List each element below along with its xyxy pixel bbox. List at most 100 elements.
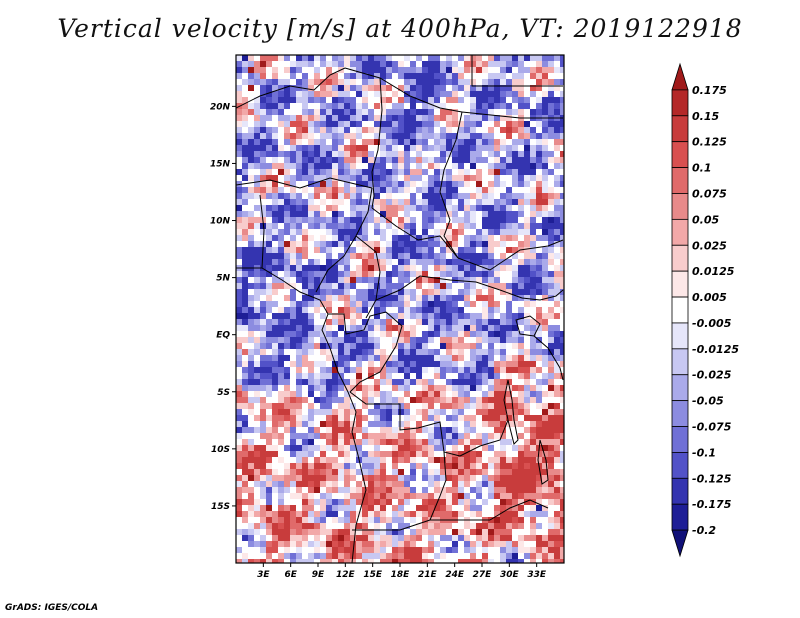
colorbar-label: 0.0125	[692, 265, 735, 278]
field-cell	[440, 205, 446, 211]
field-cell	[254, 529, 260, 535]
field-cell	[428, 499, 434, 505]
field-cell	[494, 553, 500, 559]
field-cell	[236, 469, 242, 475]
field-cell	[530, 67, 536, 73]
field-cell	[254, 85, 260, 91]
field-cell	[278, 187, 284, 193]
field-cell	[464, 145, 470, 151]
field-cell	[356, 433, 362, 439]
field-cell	[332, 505, 338, 511]
field-cell	[548, 289, 554, 295]
field-cell	[350, 181, 356, 187]
field-cell	[314, 331, 320, 337]
field-cell	[332, 427, 338, 433]
field-cell	[404, 451, 410, 457]
field-cell	[494, 247, 500, 253]
field-cell	[512, 463, 518, 469]
field-cell	[518, 235, 524, 241]
field-cell	[260, 511, 266, 517]
field-cell	[494, 523, 500, 529]
field-cell	[458, 535, 464, 541]
field-cell	[416, 193, 422, 199]
field-cell	[404, 265, 410, 271]
field-cell	[440, 235, 446, 241]
field-cell	[260, 205, 266, 211]
field-cell	[458, 523, 464, 529]
colorbar-swatch	[671, 477, 689, 505]
field-cell	[314, 145, 320, 151]
field-cell	[458, 541, 464, 547]
field-cell	[350, 373, 356, 379]
field-cell	[260, 283, 266, 289]
field-cell	[320, 259, 326, 265]
field-cell	[476, 163, 482, 169]
field-cell	[320, 481, 326, 487]
field-cell	[320, 289, 326, 295]
field-cell	[260, 265, 266, 271]
field-cell	[368, 523, 374, 529]
field-cell	[548, 505, 554, 511]
field-cell	[506, 121, 512, 127]
field-cell	[350, 337, 356, 343]
field-cell	[272, 325, 278, 331]
field-cell	[530, 487, 536, 493]
field-cell	[512, 199, 518, 205]
field-cell	[512, 427, 518, 433]
field-cell	[374, 295, 380, 301]
field-cell	[506, 499, 512, 505]
field-cell	[428, 193, 434, 199]
field-cell	[434, 127, 440, 133]
field-cell	[302, 457, 308, 463]
field-cell	[512, 355, 518, 361]
field-cell	[464, 283, 470, 289]
field-cell	[362, 241, 368, 247]
field-cell	[242, 547, 248, 553]
coastline	[236, 267, 367, 563]
field-cell	[446, 67, 452, 73]
field-cell	[368, 103, 374, 109]
field-cell	[404, 97, 410, 103]
field-cell	[536, 301, 542, 307]
field-cell	[362, 199, 368, 205]
field-cell	[494, 547, 500, 553]
field-cell	[386, 169, 392, 175]
field-cell	[434, 415, 440, 421]
field-cell	[560, 277, 564, 283]
field-cell	[386, 391, 392, 397]
field-cell	[404, 373, 410, 379]
field-cell	[560, 421, 564, 427]
field-cell	[488, 463, 494, 469]
field-cell	[272, 505, 278, 511]
field-cell	[332, 403, 338, 409]
field-cell	[500, 151, 506, 157]
field-cell	[260, 175, 266, 181]
field-cell	[554, 199, 560, 205]
field-cell	[302, 103, 308, 109]
field-cell	[464, 529, 470, 535]
field-cell	[296, 325, 302, 331]
field-cell	[236, 499, 242, 505]
field-cell	[530, 451, 536, 457]
field-cell	[266, 403, 272, 409]
field-cell	[374, 541, 380, 547]
field-cell	[302, 553, 308, 559]
field-cell	[404, 247, 410, 253]
field-cell	[428, 433, 434, 439]
field-cell	[452, 373, 458, 379]
field-cell	[302, 109, 308, 115]
field-cell	[512, 433, 518, 439]
field-cell	[374, 91, 380, 97]
field-cell	[446, 253, 452, 259]
field-cell	[428, 259, 434, 265]
colorbar-swatch	[671, 167, 689, 194]
field-cell	[248, 379, 254, 385]
field-cell	[464, 253, 470, 259]
field-cell	[500, 295, 506, 301]
field-cell	[308, 283, 314, 289]
field-cell	[368, 127, 374, 133]
field-cell	[386, 109, 392, 115]
field-cell	[500, 553, 506, 559]
field-cell	[536, 235, 542, 241]
field-cell	[338, 175, 344, 181]
